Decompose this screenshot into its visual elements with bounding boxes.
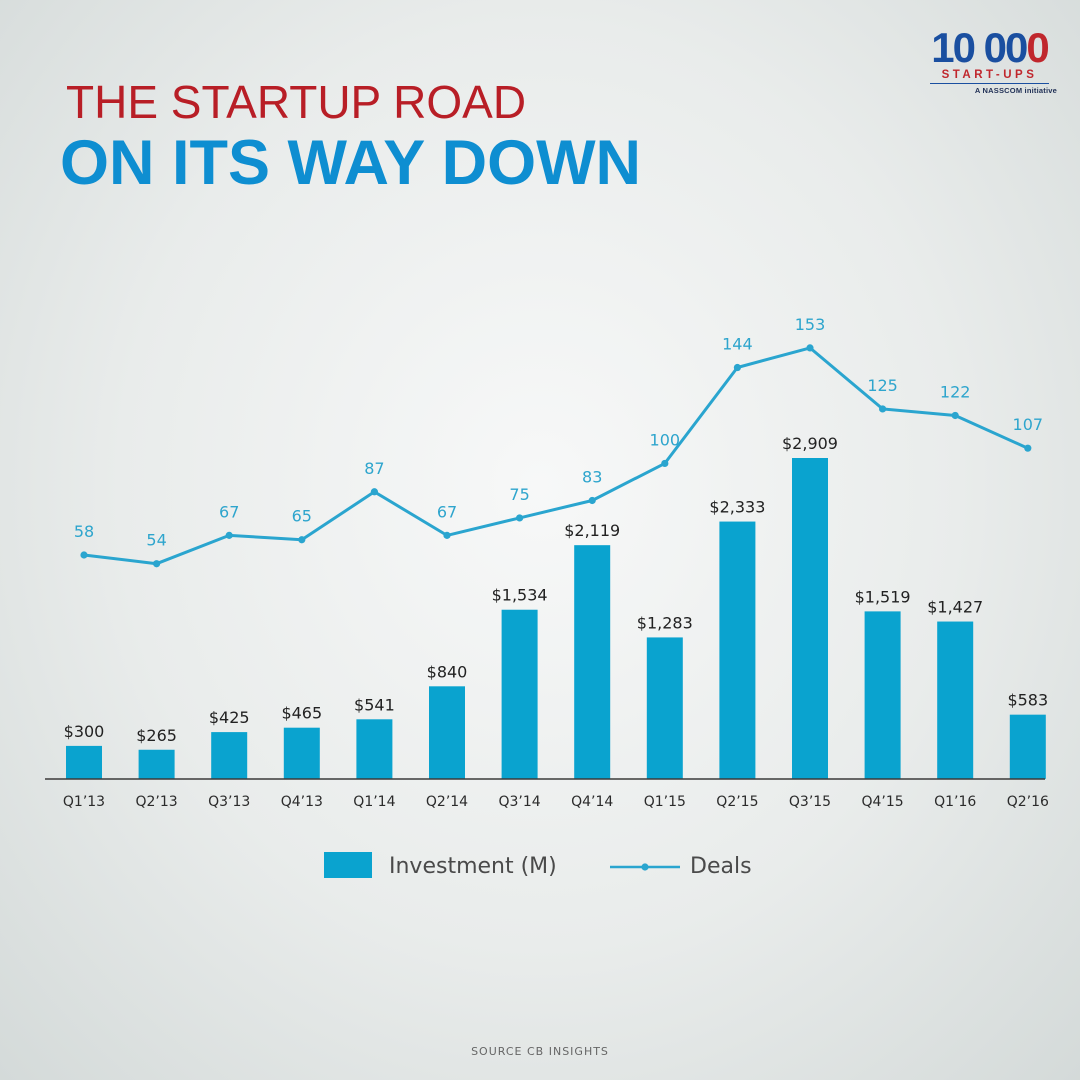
- investment-bar: [719, 521, 756, 779]
- deals-value-label: 125: [867, 376, 898, 395]
- deals-labels: 58 54 67 65 87 67 75 83 100 144 153 125 122 107: [74, 315, 1043, 550]
- deals-point: [80, 551, 88, 559]
- deals-point: [661, 459, 669, 468]
- category-label: Q1’13: [63, 794, 105, 810]
- deals-value-label: 83: [582, 468, 602, 487]
- category-label: Q3’13: [208, 794, 250, 810]
- investment-value-label: $425: [209, 708, 250, 727]
- investment-value-label: $465: [281, 704, 322, 723]
- investment-value-label: $1,519: [855, 587, 911, 606]
- legend-investment-label: Investment (M): [389, 854, 557, 879]
- investment-bar: [1009, 714, 1046, 779]
- deals-value-label: 65: [292, 507, 312, 526]
- investment-value-label: $1,534: [492, 586, 548, 605]
- category-label: Q1’14: [353, 794, 395, 810]
- deals-point: [443, 531, 451, 539]
- investment-value-label: $840: [427, 662, 468, 681]
- investment-bar: [138, 749, 175, 779]
- investment-bar: [66, 745, 102, 779]
- investment-bar: [792, 458, 828, 779]
- legend-deals-dot-swatch: [641, 863, 649, 871]
- category-label: Q2’16: [1007, 794, 1049, 810]
- investment-labels: $300 $265 $425 $465 $541 $840 $1,534 $2,119 $1,2…: [64, 434, 1049, 745]
- investment-value-label: $541: [354, 695, 395, 714]
- investment-value-label: $265: [136, 726, 177, 745]
- deals-value-label: 58: [74, 522, 94, 541]
- legend-investment-swatch: [324, 852, 372, 878]
- deals-point: [951, 411, 959, 420]
- deals-value-label: 67: [437, 502, 457, 521]
- logo-number-main: 10 00: [931, 24, 1028, 71]
- investment-value-label: $583: [1007, 691, 1048, 710]
- category-labels: Q1’13 Q2’13 Q3’13 Q4’13 Q1’14 Q2’14 Q3’14 Q4’14…: [63, 794, 1049, 810]
- investment-bar: [864, 611, 901, 779]
- deals-value-label: 75: [509, 485, 529, 504]
- deals-value-label: 87: [364, 459, 384, 478]
- investment-value-label: $1,427: [927, 598, 983, 617]
- logo: 10 000 START-UPS A NASSCOM initiative: [922, 27, 1057, 95]
- investment-value-label: $1,283: [637, 613, 693, 632]
- investment-value-label: $2,333: [709, 498, 765, 517]
- investment-bar: [211, 732, 248, 779]
- deals-point: [733, 363, 742, 372]
- deals-point: [225, 531, 233, 539]
- category-label: Q2’14: [426, 794, 468, 810]
- deals-value-label: 144: [722, 335, 753, 354]
- logo-wordmark: START-UPS: [941, 69, 1038, 81]
- category-label: Q3’15: [789, 794, 831, 810]
- source-note: SOURCE CB INSIGHTS: [471, 1045, 609, 1058]
- deals-point: [588, 496, 596, 505]
- investment-value-label: $2,909: [782, 434, 838, 453]
- category-label: Q4’15: [861, 794, 903, 810]
- title-line-2: ON ITS WAY DOWN: [60, 128, 642, 198]
- category-label: Q2’15: [716, 794, 758, 810]
- deals-point: [153, 560, 161, 568]
- category-label: Q4’14: [571, 794, 613, 810]
- deals-value-label: 67: [219, 502, 239, 521]
- deals-points: [80, 344, 1032, 568]
- deals-point: [806, 344, 814, 352]
- legend-deals-label: Deals: [690, 854, 752, 879]
- deals-point: [516, 514, 524, 522]
- title-line-1: THE STARTUP ROAD: [66, 76, 527, 128]
- deals-value-label: 54: [146, 531, 166, 550]
- investment-bar: [356, 719, 393, 779]
- category-label: Q2’13: [135, 794, 177, 810]
- investment-bars: [66, 458, 1046, 779]
- deals-value-label: 100: [650, 430, 681, 449]
- investment-value-label: $300: [64, 722, 105, 741]
- category-label: Q4’13: [281, 794, 323, 810]
- deals-point: [370, 488, 378, 496]
- investment-value-label: $2,119: [564, 521, 620, 540]
- investment-bar: [429, 686, 465, 779]
- deals-point: [1024, 444, 1032, 452]
- deals-value-label: 122: [940, 382, 971, 401]
- logo-divider: [930, 83, 1049, 84]
- category-label: Q3’14: [498, 794, 540, 810]
- category-label: Q1’15: [644, 794, 686, 810]
- deals-value-label: 153: [795, 315, 826, 334]
- investment-bar: [501, 609, 538, 779]
- deals-point: [879, 405, 887, 413]
- investment-bar: [283, 727, 320, 779]
- logo-tagline: A NASSCOM initiative: [974, 86, 1057, 95]
- investment-bar: [646, 637, 683, 779]
- logo-number: 10 000: [922, 27, 1057, 69]
- deals-value-label: 107: [1013, 415, 1044, 434]
- deals-point: [298, 536, 306, 544]
- legend: Investment (M) Deals: [324, 852, 752, 879]
- investment-bar: [574, 545, 611, 779]
- category-label: Q1’16: [934, 794, 976, 810]
- deals-line: [83, 346, 1029, 566]
- investment-bar: [937, 621, 974, 779]
- logo-number-accent: 0: [1026, 24, 1049, 71]
